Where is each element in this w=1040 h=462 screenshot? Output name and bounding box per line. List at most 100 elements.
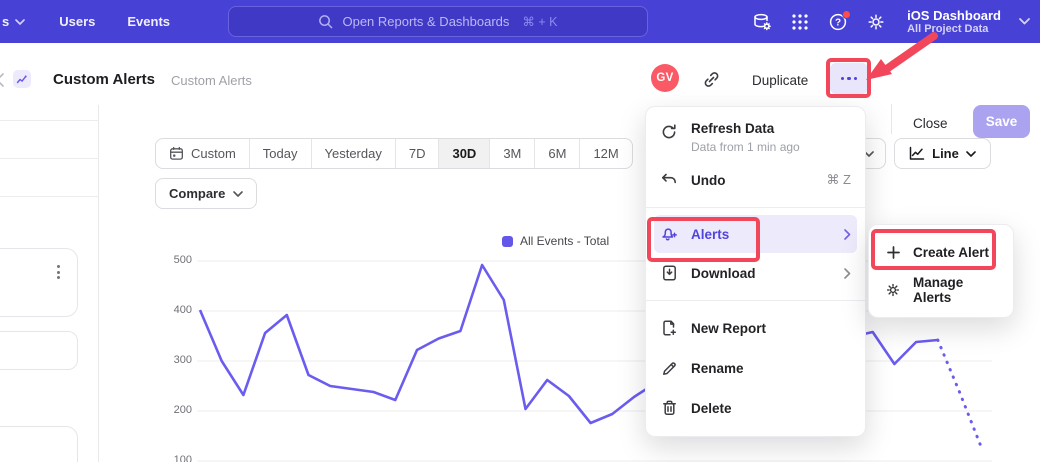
submenu-item-create-alert[interactable]: Create Alert (869, 233, 1013, 271)
dot (841, 77, 845, 81)
search-shortcut: ⌘ + K (522, 14, 557, 29)
copy-link-icon[interactable] (700, 68, 722, 90)
line-chart-icon (909, 146, 925, 161)
range-label: 12M (593, 146, 618, 161)
compare-label: Compare (169, 186, 225, 201)
range-custom[interactable]: Custom (156, 139, 249, 168)
apps-grid-icon[interactable] (785, 6, 815, 38)
page-title: Custom Alerts (53, 71, 155, 88)
nav-item-label: Users (59, 14, 95, 29)
submenu-chevron-right-icon (844, 229, 851, 240)
new-report-icon (660, 320, 678, 336)
nav-right: ? iOS Dashboard All Project Data (747, 0, 1034, 43)
nav-item-label: Events (127, 14, 170, 29)
calendar-icon (169, 146, 184, 161)
date-range-selector: Custom Today Yesterday 7D 30D 3M 6M 12M (155, 138, 633, 169)
nav-item-boards-partial[interactable]: s (2, 14, 25, 29)
gear-icon (885, 282, 901, 298)
nav-item-events[interactable]: Events (127, 14, 170, 29)
panel-card[interactable] (0, 426, 78, 462)
download-icon (660, 265, 678, 281)
menu-item-label: Refresh Data (691, 121, 800, 136)
range-label: Yesterday (325, 146, 382, 161)
compare-button[interactable]: Compare (155, 178, 257, 209)
range-label: 6M (548, 146, 566, 161)
panel-divider (0, 158, 99, 159)
refresh-icon (660, 124, 678, 140)
report-header: Custom Alerts Custom Alerts GV Duplicate… (0, 43, 1040, 105)
range-yesterday[interactable]: Yesterday (311, 139, 395, 168)
chevron-down-icon (15, 19, 25, 25)
chevron-down-icon (966, 151, 976, 157)
submenu-item-label: Manage Alerts (913, 275, 997, 305)
chevron-down-icon (233, 191, 243, 197)
range-30d-selected[interactable]: 30D (438, 139, 489, 168)
range-today[interactable]: Today (249, 139, 311, 168)
range-3m[interactable]: 3M (489, 139, 534, 168)
menu-item-rename[interactable]: Rename (646, 348, 865, 388)
chart-legend[interactable]: All Events - Total (502, 234, 609, 248)
alerts-submenu: Create Alert Manage Alerts (868, 224, 1014, 318)
search-placeholder: Open Reports & Dashboards (342, 14, 509, 29)
breadcrumb[interactable]: Custom Alerts (171, 73, 252, 88)
more-options-menu: Refresh Data Data from 1 min ago Undo ⌘ … (645, 106, 866, 437)
menu-item-refresh-data[interactable]: Refresh Data Data from 1 min ago (646, 113, 865, 160)
y-axis-tick-label: 500 (158, 254, 192, 266)
y-axis-tick-label: 100 (158, 454, 192, 462)
svg-text:?: ? (835, 17, 841, 28)
panel-card[interactable] (0, 248, 78, 317)
settings-gear-icon[interactable] (861, 6, 891, 38)
y-axis-tick-label: 300 (158, 354, 192, 366)
project-name: iOS Dashboard (907, 8, 1001, 23)
close-button[interactable]: Close (913, 116, 948, 131)
menu-item-alerts[interactable]: Alerts (654, 215, 857, 253)
pencil-icon (660, 361, 678, 376)
menu-item-label: Delete (691, 401, 851, 416)
avatar[interactable]: GV (651, 64, 679, 92)
notification-badge (842, 10, 851, 19)
chart-type-label: Line (932, 146, 959, 161)
duplicate-button[interactable]: Duplicate (752, 73, 808, 88)
more-options-button[interactable] (830, 63, 868, 94)
data-management-icon[interactable] (747, 6, 777, 38)
y-axis-tick-label: 400 (158, 304, 192, 316)
legend-swatch (502, 236, 513, 247)
menu-item-undo[interactable]: Undo ⌘ Z (646, 160, 865, 200)
submenu-item-manage-alerts[interactable]: Manage Alerts (869, 271, 1013, 309)
range-7d[interactable]: 7D (395, 139, 439, 168)
nav-left: s Users Events (0, 0, 170, 43)
project-scope: All Project Data (907, 23, 1001, 36)
range-label: 3M (503, 146, 521, 161)
project-chevron-down-icon[interactable] (1019, 18, 1030, 25)
undo-icon (660, 173, 678, 187)
menu-item-label: Rename (691, 361, 851, 376)
save-button[interactable]: Save (973, 105, 1030, 138)
plus-icon (885, 246, 901, 259)
back-chevron-partial-icon[interactable] (0, 73, 4, 87)
nav-item-users[interactable]: Users (59, 14, 95, 29)
range-label: Custom (191, 146, 236, 161)
range-label: 7D (409, 146, 426, 161)
menu-item-sublabel: Data from 1 min ago (691, 140, 800, 154)
search-icon (318, 14, 333, 29)
panel-card[interactable] (0, 331, 78, 370)
menu-item-label: Alerts (691, 227, 844, 242)
chart-type-dropdown[interactable]: Line (894, 138, 991, 169)
menu-item-label: Undo (691, 173, 826, 188)
trash-icon (660, 400, 678, 416)
app-window: s Users Events Open Reports & Dashboards… (0, 0, 1040, 462)
global-search-input[interactable]: Open Reports & Dashboards ⌘ + K (228, 6, 648, 37)
range-6m[interactable]: 6M (534, 139, 579, 168)
header-divider (891, 104, 892, 134)
range-12m[interactable]: 12M (579, 139, 631, 168)
menu-item-new-report[interactable]: New Report (646, 308, 865, 348)
help-icon[interactable]: ? (823, 6, 853, 38)
project-switcher[interactable]: iOS Dashboard All Project Data (907, 8, 1001, 36)
nav-item-label: s (2, 14, 9, 29)
menu-item-delete[interactable]: Delete (646, 388, 865, 428)
menu-divider (646, 207, 865, 208)
menu-item-download[interactable]: Download (646, 253, 865, 293)
panel-divider (0, 196, 99, 197)
range-label: 30D (452, 146, 476, 161)
kebab-menu-icon[interactable] (57, 265, 60, 279)
